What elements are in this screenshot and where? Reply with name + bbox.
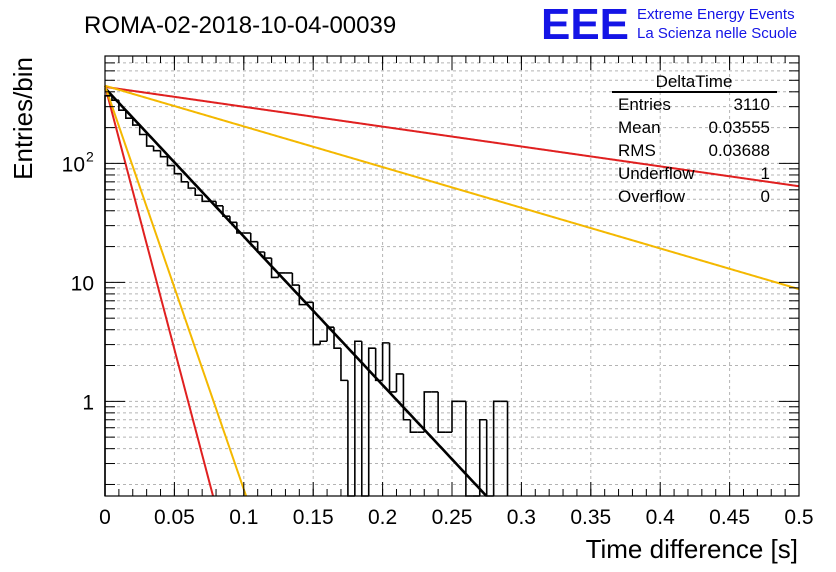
curves: [104, 84, 800, 497]
histogram-bin: [291, 272, 300, 286]
histogram-bin: [423, 391, 432, 433]
histogram-bin: [409, 419, 418, 434]
eee-logo: EEE Extreme Energy Events La Scienza nel…: [541, 0, 797, 49]
histogram-bin: [138, 125, 147, 136]
x-tick-label: 0.2: [368, 506, 397, 529]
x-tick-label: 0.1: [229, 506, 258, 529]
histogram-bin: [166, 156, 175, 167]
eee-logo-line1: Extreme Energy Events: [637, 6, 795, 23]
histogram-bin: [131, 118, 140, 126]
histogram-bin: [340, 348, 348, 382]
axis-ticks: [104, 55, 800, 496]
histogram-bin: [201, 195, 210, 203]
eee-logo-line2: La Scienza nelle Scuole: [637, 25, 797, 42]
curve-reference-fast-red: [104, 85, 214, 497]
stats-title: DeltaTime: [656, 72, 733, 91]
x-tick-label: 0.5: [784, 506, 813, 529]
histogram-bin: [180, 173, 189, 183]
histogram-bin: [298, 285, 307, 306]
stats-entries-label: Entries: [618, 95, 671, 114]
histogram-bin: [215, 201, 223, 207]
histogram-bin: [111, 95, 119, 101]
histogram-bin: [367, 347, 376, 496]
histogram-bin: [152, 146, 161, 152]
histogram-bin: [312, 302, 321, 346]
histogram-bin: [125, 110, 133, 119]
stats-mean-value: 0.03555: [709, 118, 770, 137]
histogram-bin: [451, 400, 459, 433]
histogram-bin: [305, 301, 314, 305]
histogram-bin: [194, 188, 203, 197]
stats-underflow-value: 1: [761, 164, 770, 183]
histogram-bin: [229, 216, 237, 224]
histogram-bin: [270, 258, 279, 279]
x-tick-label: 0.3: [507, 506, 536, 529]
y-tick-label: 10: [71, 272, 94, 295]
histogram-bin: [374, 348, 383, 382]
curve-reference-fast-yellow: [104, 85, 248, 497]
x-tick-labels: 0 0.05 0.1 0.15 0.2 0.25 0.3 0.35 0.4 0.45 0.5: [99, 506, 813, 529]
histogram-bin: [354, 340, 362, 496]
histogram-bin: [388, 342, 397, 393]
histogram-bin: [277, 272, 286, 278]
x-tick-label: 0.45: [709, 506, 750, 529]
histogram-bin: [437, 391, 446, 434]
histogram-bin: [145, 134, 154, 147]
chart-title: ROMA-02-2018-10-04-00039: [84, 12, 396, 39]
histogram-bin: [402, 373, 411, 421]
histogram-bin: [263, 252, 272, 259]
x-tick-label: 0.05: [154, 506, 195, 529]
x-tick-label: 0.4: [646, 506, 676, 529]
curve-reference-slow-yellow: [104, 84, 800, 291]
stats-box: DeltaTime Entries 3110 Mean 0.03555 RMS …: [612, 72, 777, 206]
histogram-bin: [249, 233, 258, 243]
x-tick-label: 0.15: [293, 506, 334, 529]
stats-rms-value: 0.03688: [709, 141, 770, 160]
x-axis-label: Time difference [s]: [586, 534, 798, 564]
stats-rms-label: RMS: [618, 141, 656, 160]
histogram-bin: [222, 205, 230, 217]
x-tick-label: 0.25: [432, 506, 473, 529]
y-tick-label-exponent: 2: [86, 148, 94, 164]
histogram-bin: [381, 342, 390, 381]
histogram-bin: [395, 373, 404, 392]
stats-underflow-label: Underflow: [618, 164, 695, 183]
y-axis-label: Entries/bin: [8, 57, 38, 180]
y-tick-label: 1: [82, 391, 94, 414]
stats-mean-label: Mean: [618, 118, 661, 137]
stats-entries-value: 3110: [733, 95, 770, 114]
histogram-bin: [326, 326, 335, 342]
curve-reference-slow-red: [104, 85, 800, 188]
histogram-bin: [319, 340, 328, 345]
stats-overflow-value: 0: [761, 187, 770, 206]
curve-fit: [104, 87, 488, 497]
x-tick-label: 0.35: [570, 506, 611, 529]
stats-overflow-label: Overflow: [618, 187, 686, 206]
eee-logo-mark: EEE: [541, 0, 629, 49]
histogram-bin: [118, 100, 126, 112]
histogram-bin: [478, 418, 487, 496]
x-tick-label: 0: [99, 506, 111, 529]
histogram-bin: [173, 165, 182, 175]
histogram-bin: [333, 327, 341, 349]
histogram-bin: [256, 241, 265, 253]
y-tick-label: 10: [62, 153, 85, 176]
histogram-bin: [236, 222, 244, 234]
histogram-bin: [187, 181, 196, 189]
histogram-bin: [492, 400, 501, 496]
histogram-bin: [159, 150, 168, 158]
